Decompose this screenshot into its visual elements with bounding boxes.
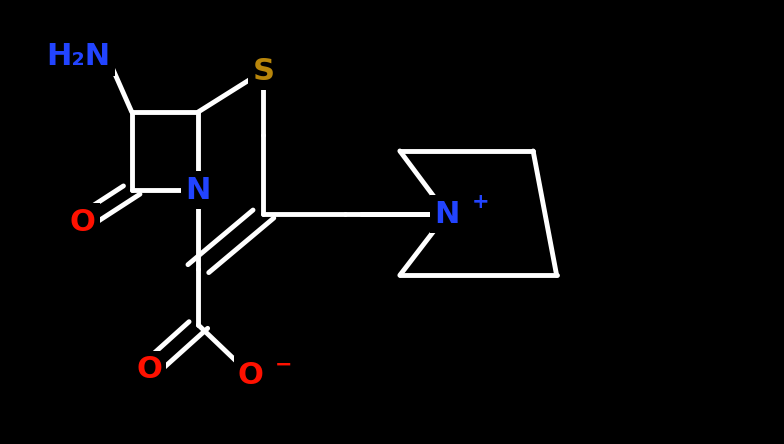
Text: O: O <box>136 355 162 384</box>
Text: +: + <box>472 191 489 212</box>
Text: −: − <box>274 354 292 374</box>
Text: N: N <box>434 199 459 229</box>
Text: H₂N: H₂N <box>46 42 111 71</box>
Text: S: S <box>252 56 274 86</box>
Text: O: O <box>238 361 264 390</box>
Text: O: O <box>69 207 96 237</box>
Text: N: N <box>186 175 211 205</box>
